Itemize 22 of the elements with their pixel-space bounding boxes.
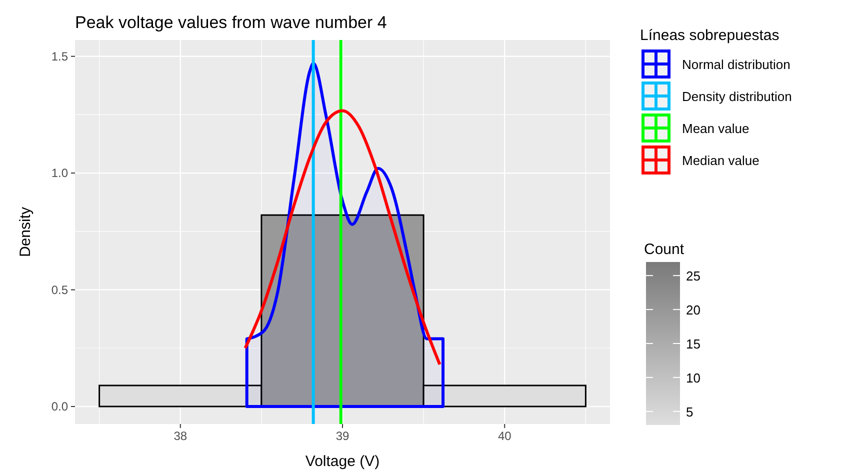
color-bar-label: 5 (686, 404, 694, 420)
y-tick-label: 0.5 (51, 282, 68, 297)
x-axis-title: Voltage (V) (305, 453, 380, 470)
x-tick-label: 38 (174, 429, 188, 443)
legend-label: Normal distribution (682, 57, 790, 72)
line-series (244, 109, 442, 366)
chart-title: Peak voltage values from wave number 4 (75, 13, 387, 32)
x-tick-label: 39 (336, 429, 350, 443)
legend-title: Líneas sobrepuestas (640, 27, 780, 44)
x-tick-label: 40 (498, 429, 512, 443)
y-tick-label: 0.0 (51, 399, 68, 414)
y-tick-label: 1.5 (51, 49, 68, 64)
color-bar-label: 10 (686, 370, 700, 386)
legend-label: Density distribution (682, 89, 792, 104)
color-bar-label: 25 (686, 268, 700, 284)
legend-label: Mean value (682, 121, 750, 136)
color-bar-title: Count (644, 241, 685, 258)
color-bar-label: 15 (686, 336, 700, 352)
color-bar-label: 20 (686, 302, 700, 318)
legend-label: Median value (682, 153, 760, 168)
y-axis-title: Density (17, 206, 34, 258)
y-tick-label: 1.0 (51, 166, 68, 180)
